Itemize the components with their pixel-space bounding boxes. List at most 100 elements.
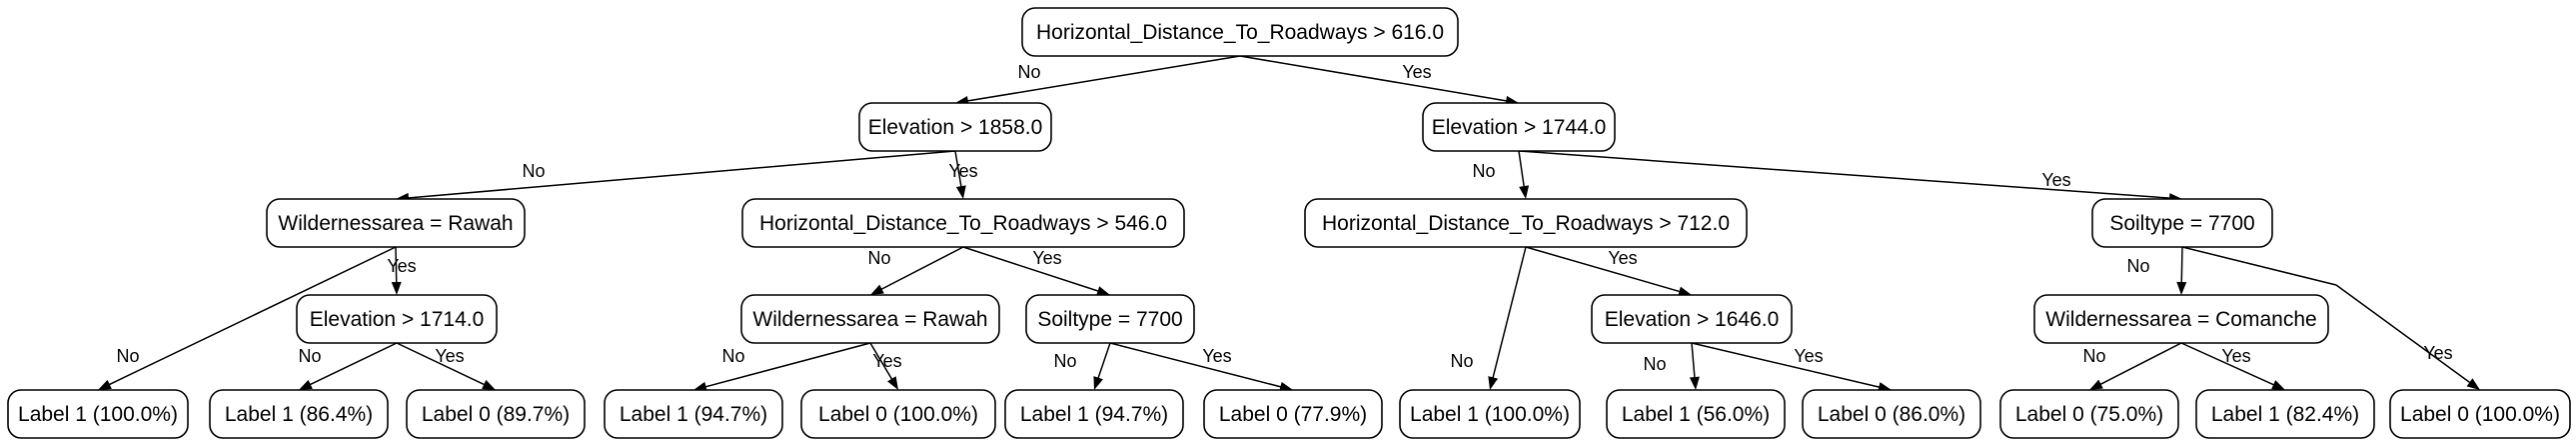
edge-rlr-f10: Yes	[1691, 342, 1892, 392]
node-box	[2389, 389, 2571, 439]
edge-line	[1239, 55, 1508, 102]
decision-node-ll: Wildernessarea = Rawah	[266, 198, 526, 248]
edge-line	[2180, 342, 2275, 386]
edge-lrl-f5: Yes	[869, 342, 902, 390]
edge-line	[954, 150, 962, 188]
node-label: Wildernessarea = Rawah	[752, 308, 987, 331]
decision-node-lrr: Soiltype = 7700	[1025, 294, 1195, 344]
edge-label-no: No	[1450, 351, 1473, 371]
arrowhead	[887, 376, 898, 390]
decision-node-root: Horizontal_Distance_To_Roadways > 616.0	[1021, 7, 1459, 57]
edge-r-rl: No	[1472, 150, 1530, 199]
edge-label-yes: Yes	[1608, 248, 1637, 268]
edge-rr-f13: Yes	[2181, 246, 2480, 390]
edge-ll-llr: Yes	[387, 246, 417, 295]
edge-rrl-f11: No	[2082, 342, 2182, 390]
node-label: Horizontal_Distance_To_Roadways > 546.0	[759, 212, 1167, 235]
node-label: Label 0 (100.0%)	[818, 403, 978, 426]
node-label: Soiltype = 7700	[2109, 212, 2254, 235]
arrowhead	[391, 281, 402, 295]
edge-label-yes: Yes	[2423, 343, 2452, 363]
leaf-node-f7: Label 0 (77.9%)	[1203, 389, 1383, 439]
decision-node-lrl: Wildernessarea = Rawah	[740, 294, 1000, 344]
node-box	[406, 389, 586, 439]
edge-label-yes: Yes	[1032, 248, 1061, 268]
edge-line	[1109, 342, 1282, 388]
edge-line	[2099, 342, 2182, 386]
arrowhead	[482, 379, 496, 390]
edge-label-yes: Yes	[872, 351, 901, 371]
edge-l-lr: Yes	[948, 150, 978, 199]
node-box	[1999, 389, 2179, 439]
leaf-node-f13: Label 0 (100.0%)	[2389, 389, 2571, 439]
node-label: Horizontal_Distance_To_Roadways > 616.0	[1036, 21, 1444, 44]
leaf-node-f12: Label 1 (82.4%)	[2195, 389, 2375, 439]
edge-label-yes: Yes	[1402, 62, 1431, 82]
leaf-node-f8: Label 1 (100.0%)	[1399, 389, 1581, 439]
node-box	[1606, 389, 1786, 439]
node-label: Label 0 (77.9%)	[1219, 403, 1367, 426]
node-box	[2091, 198, 2273, 248]
node-label: Elevation > 1714.0	[310, 308, 485, 331]
node-label: Label 1 (94.7%)	[1020, 403, 1168, 426]
node-label: Label 1 (56.0%)	[1622, 403, 1770, 426]
arrowhead	[2176, 281, 2187, 295]
edge-ll-f1: No	[98, 246, 397, 390]
node-label: Label 1 (86.4%)	[225, 403, 373, 426]
leaf-node-f5: Label 0 (100.0%)	[800, 389, 996, 439]
edge-line	[396, 342, 486, 386]
edge-line	[2181, 246, 2337, 286]
edge-lr-lrl: No	[867, 246, 964, 295]
decision-node-l: Elevation > 1858.0	[858, 102, 1052, 152]
edge-rl-f8: No	[1450, 246, 1527, 390]
edge-label-no: No	[2126, 256, 2149, 276]
edge-label-no: No	[2082, 346, 2105, 366]
nodes-layer: Horizontal_Distance_To_Roadways > 616.0 E…	[7, 7, 2571, 439]
edge-label-yes: Yes	[1794, 346, 1823, 366]
node-label: Label 1 (94.7%)	[620, 403, 767, 426]
edge-line	[704, 342, 871, 388]
node-box	[858, 102, 1052, 152]
node-box	[740, 294, 1000, 344]
edge-rr-rrl: No	[2126, 246, 2187, 295]
leaf-node-f4: Label 1 (94.7%)	[604, 389, 783, 439]
node-label: Label 1 (100.0%)	[1410, 403, 1570, 426]
edge-llr-f3: Yes	[396, 342, 496, 390]
node-box	[266, 198, 526, 248]
node-box	[1422, 102, 1616, 152]
edge-root-r: Yes	[1239, 55, 1519, 106]
edge-label-yes: Yes	[435, 346, 464, 366]
arrowhead	[870, 284, 884, 295]
edge-line	[1525, 246, 1681, 293]
leaf-node-f9: Label 1 (56.0%)	[1606, 389, 1786, 439]
edge-line	[395, 246, 398, 284]
edge-label-no: No	[116, 346, 139, 366]
edge-line	[309, 342, 398, 386]
node-box	[1399, 389, 1581, 439]
leaf-node-f1: Label 1 (100.0%)	[7, 389, 189, 439]
node-box	[7, 389, 189, 439]
edge-line	[1492, 246, 1527, 379]
node-box	[1004, 389, 1184, 439]
arrowhead	[1096, 286, 1110, 296]
edge-line	[1518, 150, 1526, 188]
node-label: Horizontal_Distance_To_Roadways > 712.0	[1322, 212, 1730, 235]
arrowhead	[2271, 380, 2285, 390]
edge-line	[1518, 150, 2171, 199]
node-label: Elevation > 1646.0	[1605, 308, 1780, 331]
edge-line	[2180, 246, 2183, 284]
node-box	[2195, 389, 2375, 439]
arrowhead	[1488, 376, 1499, 390]
node-label: Label 1 (82.4%)	[2211, 403, 2359, 426]
edge-line	[407, 150, 956, 199]
decision-node-lr: Horizontal_Distance_To_Roadways > 546.0	[741, 198, 1185, 248]
node-label: Elevation > 1858.0	[868, 116, 1043, 139]
arrowhead	[693, 381, 707, 392]
arrowhead	[1689, 376, 1700, 390]
leaf-node-f3: Label 0 (89.7%)	[406, 389, 586, 439]
edge-label-yes: Yes	[2221, 346, 2250, 366]
node-label: Label 0 (100.0%)	[2400, 403, 2560, 426]
node-label: Label 0 (75.0%)	[2015, 403, 2163, 426]
node-box	[1591, 294, 1793, 344]
